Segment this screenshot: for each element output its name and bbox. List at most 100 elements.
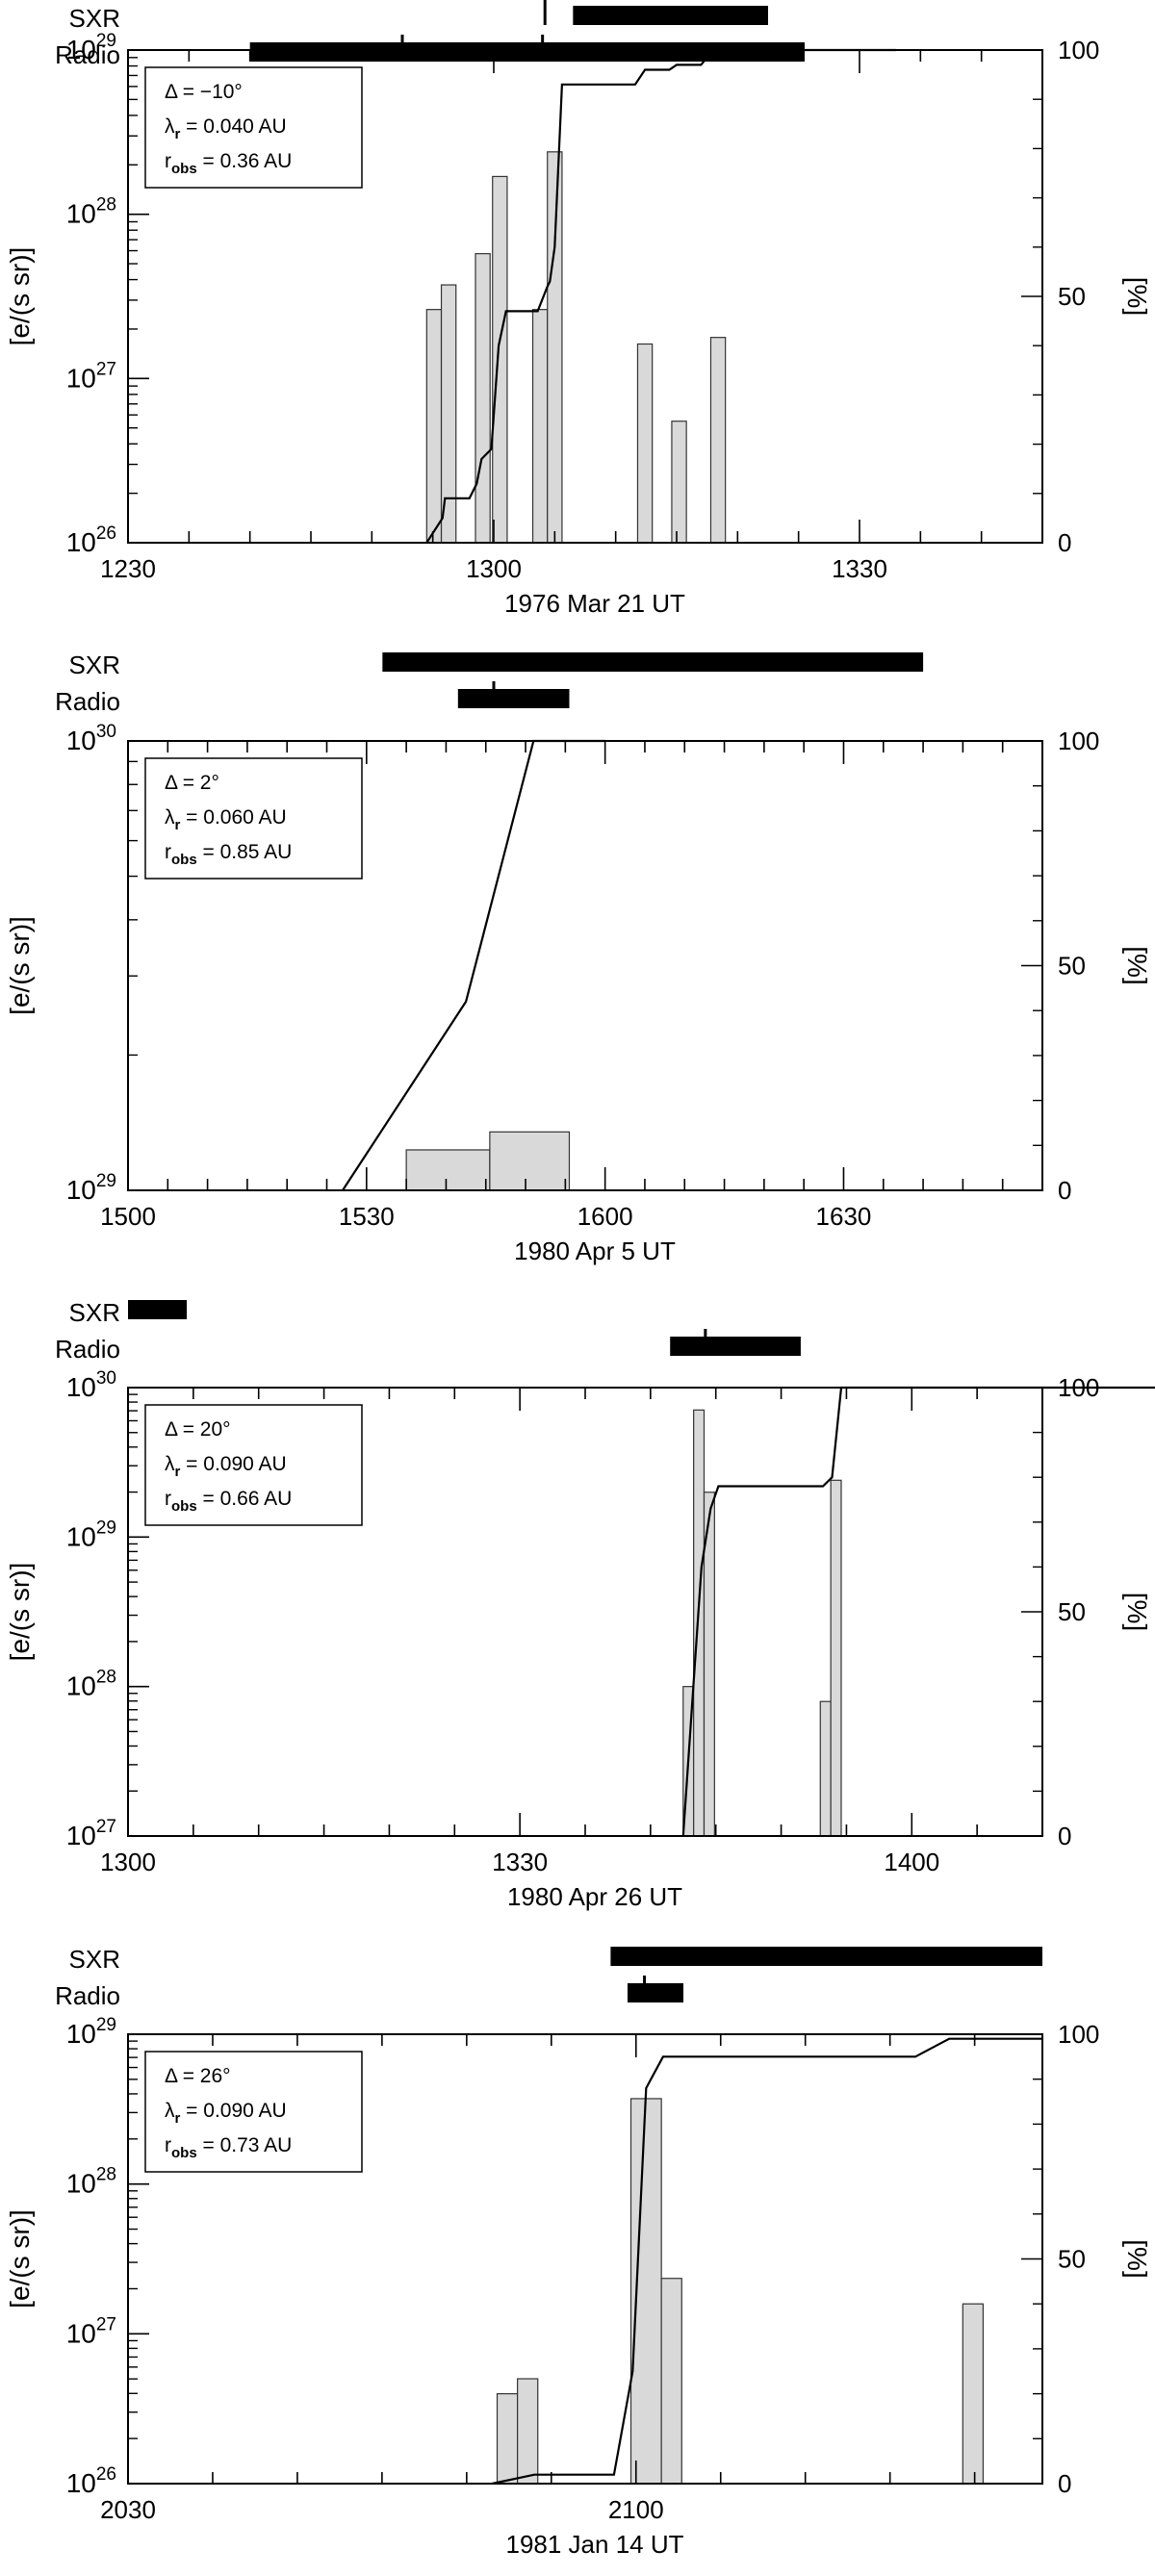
histogram-bar [962,2303,985,2485]
radio-label: Radio [55,1981,120,2010]
y2-tick-label: 0 [1058,1822,1071,1850]
x-tick-label: 1530 [339,1202,395,1231]
x-tick-label: 2030 [100,2495,156,2524]
legend-text: robs = 0.73 AU [165,2134,292,2161]
x-axis-label: 1980 Apr 5 UT [514,1237,676,1265]
y-tick-label: 1030 [66,1368,116,1402]
legend-text: Δ = −10° [165,81,243,103]
legend-text: λr = 0.090 AU [165,2100,287,2127]
y2-tick-label: 50 [1058,282,1086,311]
x-tick-label: 1330 [492,1848,548,1876]
x-axis-label: 1981 Jan 14 UT [505,2530,683,2559]
legend-text: Δ = 2° [165,772,219,794]
legend-text: λr = 0.060 AU [165,806,287,833]
legend-text: robs = 0.66 AU [165,1488,292,1515]
sxr-label: SXR [69,4,120,33]
radio-label: Radio [55,1335,120,1364]
y-tick-label: 1029 [66,1171,116,1205]
histogram-bar [517,2378,539,2485]
x-tick-label: 1230 [100,554,156,583]
x-tick-label: 1630 [816,1202,872,1231]
legend-box [144,757,363,880]
histogram-bar [496,2393,519,2485]
histogram-bar [489,1131,571,1191]
x-tick-label: 1600 [578,1202,633,1231]
x-tick-label: 1300 [466,554,522,583]
y2-axis-label: [%] [1122,946,1152,984]
y-tick-label: 1029 [66,31,116,64]
y-tick-label: 1030 [66,722,116,755]
histogram-bar [819,1700,832,1837]
y2-tick-label: 0 [1058,2469,1071,2498]
legend-text: Δ = 20° [165,1418,231,1441]
legend-box [144,66,363,189]
cumulative-percent-line [425,48,896,544]
x-tick-label: 1330 [832,554,887,583]
x-axis-label: 1976 Mar 21 UT [504,589,685,618]
y2-tick-label: 0 [1058,1176,1071,1205]
histogram-bar [405,1149,491,1191]
radio-bar [627,1983,684,2002]
y-tick-label: 1026 [66,523,116,557]
histogram-bar [636,343,654,544]
histogram-bar [531,309,549,544]
sxr-label: SXR [69,1945,120,1974]
histogram-bar [671,421,687,544]
chart-panel: SXR Radio 1500 1530 1600 1630 1980 Apr 5 UT 102… [5,650,1152,1265]
y-tick-label: 1028 [66,1668,116,1701]
y-tick-label: 1029 [66,1518,116,1551]
x-axis-label: 1980 Apr 26 UT [507,1882,682,1911]
x-tick-label: 1500 [100,1202,156,1231]
sxr-bar [128,1300,188,1319]
radio-label: Radio [55,40,120,69]
histogram-bar [547,151,563,544]
histogram-bar [660,2278,682,2485]
cumulative-percent-line [491,2037,1042,2486]
legend-text: λr = 0.040 AU [165,115,287,142]
sxr-label: SXR [69,650,120,679]
y-tick-label: 1027 [66,359,116,393]
legend-box [144,1404,363,1526]
chart-panel: SXR Radio 1300 1330 1400 1980 Apr 26 UT 1027 10… [5,1298,1155,1911]
y2-axis-label: [%] [1122,1593,1152,1631]
y2-tick-label: 100 [1058,36,1099,64]
radio-label: Radio [55,687,120,716]
sxr-bar [382,652,924,672]
legend-text: robs = 0.36 AU [165,150,292,177]
histogram-bar [693,1409,706,1837]
y-axis-label: [e/(s sr)] [5,916,35,1015]
y-tick-label: 1027 [66,2314,116,2348]
y2-tick-label: 100 [1058,727,1099,755]
x-tick-label: 1400 [884,1848,939,1876]
y2-tick-label: 50 [1058,2245,1086,2274]
sxr-label: SXR [69,1298,120,1327]
legend-text: robs = 0.85 AU [165,841,292,868]
y2-tick-label: 50 [1058,952,1086,981]
y2-axis-label: [%] [1122,277,1152,316]
y2-tick-label: 100 [1058,2020,1099,2049]
y-tick-label: 1028 [66,2165,116,2199]
y2-tick-label: 0 [1058,528,1071,557]
sxr-bar [573,6,768,25]
y-tick-label: 1028 [66,195,116,229]
chart-panel: SXR Radio 1230 1300 1330 1976 Mar 21 UT 1026 10… [5,0,1152,618]
legend-text: Δ = 26° [165,2065,231,2087]
cumulative-percent-line [681,1386,1155,1837]
x-tick-label: 2100 [608,2495,664,2524]
y2-tick-label: 50 [1058,1597,1086,1626]
radio-bar [249,42,806,62]
y-tick-label: 1029 [66,2015,116,2049]
cumulative-percent-line [342,739,605,1191]
histogram-bar [830,1479,842,1837]
radio-bar [457,689,570,708]
histogram-bar [709,337,727,544]
y2-tick-label: 100 [1058,1373,1099,1402]
y-tick-label: 1027 [66,1817,116,1850]
histogram-bar [492,175,508,544]
y-axis-label: [e/(s sr)] [5,1563,35,1662]
histogram-bar [425,309,443,544]
legend-box [144,2051,363,2173]
y2-axis-label: [%] [1122,2239,1152,2278]
histogram-bar [475,253,491,544]
